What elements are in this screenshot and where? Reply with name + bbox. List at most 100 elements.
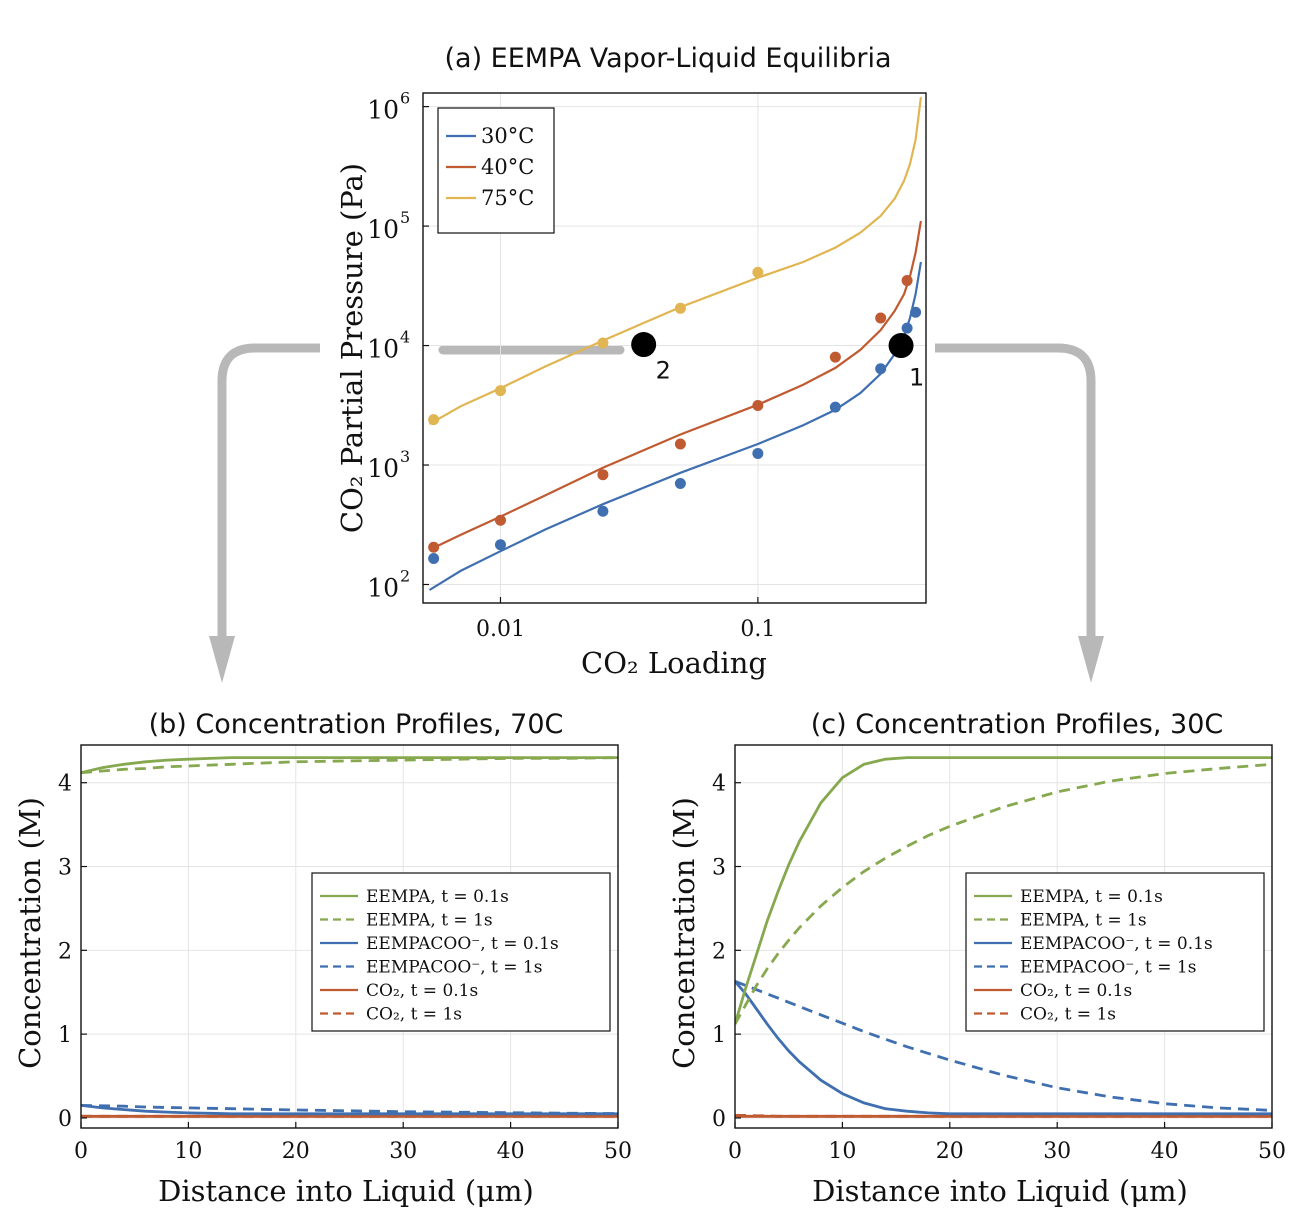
panel-a-y-tick-label: 10 xyxy=(367,573,399,602)
panel-a-legend-label: 75°C xyxy=(481,186,534,210)
panel-a-data-point xyxy=(829,401,841,413)
panel-b-legend-label: EEMPA, t = 0.1s xyxy=(366,887,509,907)
panel-a-title: (a) EEMPA Vapor-Liquid Equilibria xyxy=(444,43,891,74)
panel-a-legend-label: 30°C xyxy=(481,124,534,148)
panel-c-title: (c) Concentration Profiles, 30C xyxy=(811,709,1223,740)
panel-b-concentration-chart: (b) Concentration Profiles, 70C 0 10 20 30 4… xyxy=(13,709,632,1208)
panel-a-data-point xyxy=(428,414,440,426)
panel-a-y-tick-exponent: 2 xyxy=(400,566,410,585)
panel-a-data-point xyxy=(674,478,686,490)
panel-c-concentration-chart: (c) Concentration Profiles, 30C 0 10 20 30 4… xyxy=(667,709,1286,1208)
panel-b-x-tick-label: 0 xyxy=(74,1139,88,1164)
panel-b-x-tick-label: 40 xyxy=(497,1139,525,1164)
panel-a-data-point xyxy=(494,514,506,526)
panel-c-legend-label: EEMPACOO⁻, t = 0.1s xyxy=(1020,934,1213,954)
panel-a-data-point xyxy=(910,306,922,318)
panel-a-data-point xyxy=(752,399,764,411)
left-arrow-head xyxy=(209,636,235,683)
panel-a-vle-chart: (a) EEMPA Vapor-Liquid Equilibria 0.01 0.… xyxy=(335,43,927,680)
panel-b-y-tick-label: 3 xyxy=(58,856,72,881)
panel-a-data-point xyxy=(428,553,440,565)
panel-c-y-tick-label: 0 xyxy=(712,1107,726,1132)
right-arrow-head xyxy=(1078,636,1104,683)
panel-c-x-tick-label: 10 xyxy=(828,1139,856,1164)
panel-a-legend-label: 40°C xyxy=(481,155,534,179)
panel-a-series-line-2 xyxy=(428,97,922,426)
panel-a-data-point xyxy=(674,438,686,450)
panel-b-legend-label: EEMPACOO⁻, t = 0.1s xyxy=(366,934,559,954)
panel-b-frame xyxy=(80,744,619,1129)
panel-c-series-line xyxy=(735,980,1272,1116)
panel-a-x-tick-label: 0.1 xyxy=(740,617,775,642)
panel-a-data-point xyxy=(901,322,913,334)
state-point-marker xyxy=(888,333,914,359)
panel-c-legend-label: EEMPA, t = 0.1s xyxy=(1020,887,1163,907)
panel-b-series-line xyxy=(81,1104,618,1115)
panel-c-legend-label: CO₂, t = 0.1s xyxy=(1020,981,1132,1001)
panel-a-y-tick-label: 10 xyxy=(367,454,399,483)
panel-b-title: (b) Concentration Profiles, 70C xyxy=(149,709,564,740)
panel-c-x-tick-label: 40 xyxy=(1151,1139,1179,1164)
state-point-marker xyxy=(631,332,657,358)
panel-a-data-point xyxy=(494,385,506,397)
panel-b-x-tick-label: 20 xyxy=(282,1139,310,1164)
panel-a-data-point xyxy=(829,351,841,363)
panel-b-x-axis-label: Distance into Liquid (μm) xyxy=(158,1174,534,1208)
panel-c-y-tick-label: 1 xyxy=(712,1023,726,1048)
panel-a-data-point xyxy=(428,541,440,553)
panel-a-series-line-1 xyxy=(429,220,922,551)
panel-b-y-tick-label: 4 xyxy=(58,772,72,797)
panel-b-series-line xyxy=(81,756,618,775)
state-point-label: 2 xyxy=(656,357,671,385)
panel-a-data-point xyxy=(875,312,887,324)
panel-a-data-point xyxy=(494,539,506,551)
panel-a-frame xyxy=(422,92,927,604)
panel-c-legend-label: EEMPACOO⁻, t = 1s xyxy=(1020,958,1196,978)
panel-a-y-tick-label: 10 xyxy=(367,335,399,364)
panel-a-legend: 30°C 40°C 75°C xyxy=(437,107,555,234)
panel-c-y-tick-label: 2 xyxy=(712,939,726,964)
panel-c-x-tick-label: 30 xyxy=(1043,1139,1071,1164)
connector-arrows xyxy=(209,343,1104,683)
panel-c-x-tick-label: 20 xyxy=(936,1139,964,1164)
panel-a-data-point xyxy=(674,302,686,314)
panel-c-x-axis-label: Distance into Liquid (μm) xyxy=(812,1174,1188,1208)
panel-a-data-point xyxy=(597,505,609,517)
right-arrow-line xyxy=(935,343,1096,640)
panel-b-y-tick-label: 2 xyxy=(58,939,72,964)
panel-b-y-axis-label: Concentration (M) xyxy=(13,797,47,1069)
panel-b-series-line xyxy=(81,756,618,775)
panel-a-data-point xyxy=(901,275,913,287)
state-point-label: 1 xyxy=(909,364,924,392)
panel-c-series-line xyxy=(735,756,1272,1025)
panel-a-data-point xyxy=(597,337,609,349)
panel-b-x-tick-label: 10 xyxy=(174,1139,202,1164)
panel-b-x-tick-label: 50 xyxy=(604,1139,632,1164)
panel-c-series-line xyxy=(735,979,1272,1112)
panel-c-legend-label: CO₂, t = 1s xyxy=(1020,1005,1116,1025)
panel-c-x-tick-label: 50 xyxy=(1258,1139,1286,1164)
left-arrow-line xyxy=(217,343,320,640)
panel-a-y-tick-label: 10 xyxy=(367,96,399,125)
panel-a-y-tick-exponent: 4 xyxy=(400,328,410,347)
panel-b-legend-label: EEMPA, t = 1s xyxy=(366,911,493,931)
panel-a-x-tick-label: 0.01 xyxy=(476,617,525,642)
panel-c-legend: EEMPA, t = 0.1s EEMPA, t = 1s EEMPACOO⁻, t… xyxy=(965,872,1265,1032)
panel-a-y-tick-exponent: 3 xyxy=(400,447,410,466)
panel-a-y-tick-exponent: 5 xyxy=(400,208,410,227)
panel-b-legend-label: CO₂, t = 0.1s xyxy=(366,981,478,1001)
panel-a-data-point xyxy=(597,469,609,481)
panel-b-legend-label: CO₂, t = 1s xyxy=(366,1005,462,1025)
panel-a-y-axis-label: CO₂ Partial Pressure (Pa) xyxy=(335,163,369,533)
panel-c-x-tick-label: 0 xyxy=(728,1139,742,1164)
panel-a-y-tick-label: 10 xyxy=(367,215,399,244)
panel-a-data-point xyxy=(875,363,887,375)
panel-a-y-tick-exponent: 6 xyxy=(400,89,410,108)
panel-c-y-axis-label: Concentration (M) xyxy=(667,797,701,1069)
panel-b-y-tick-label: 1 xyxy=(58,1023,72,1048)
panel-b-legend: EEMPA, t = 0.1s EEMPA, t = 1s EEMPACOO⁻, t… xyxy=(311,872,611,1032)
panel-b-x-tick-label: 30 xyxy=(389,1139,417,1164)
panel-c-y-tick-label: 3 xyxy=(712,856,726,881)
panel-a-data-point xyxy=(752,266,764,278)
